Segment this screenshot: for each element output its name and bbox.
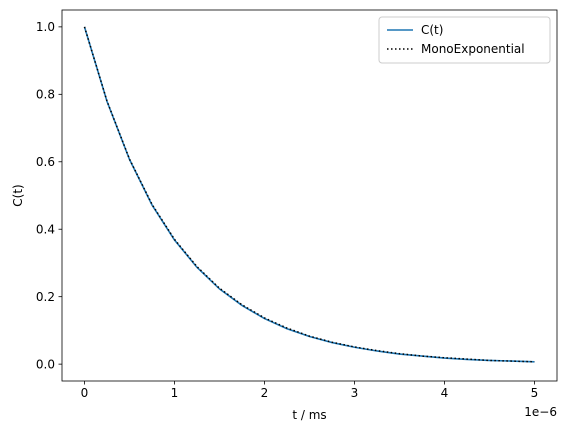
x-axis-label: t / ms	[292, 408, 326, 422]
y-tick-label: 0.4	[36, 222, 55, 236]
x-tick-label: 1	[171, 386, 179, 400]
y-tick-label: 0.0	[36, 357, 55, 371]
y-tick-label: 0.6	[36, 155, 55, 169]
x-tick-label: 3	[351, 386, 359, 400]
y-tick-label: 0.2	[36, 290, 55, 304]
plot-frame	[61, 9, 558, 382]
y-axis: 0.0 0.2 0.4 0.6 0.8 1.0	[36, 20, 62, 371]
legend-box	[378, 16, 551, 64]
y-axis-label: C(t)	[11, 184, 25, 206]
legend: C(t) MonoExponential	[378, 16, 551, 64]
x-tick-label: 0	[81, 386, 89, 400]
y-tick-label: 1.0	[36, 20, 55, 34]
series-line-2	[83, 26, 535, 363]
x-tick-label: 5	[531, 386, 539, 400]
x-tick-label: 4	[441, 386, 449, 400]
x-axis: 0 1 2 3 4 5	[81, 381, 539, 400]
y-tick-label: 0.8	[36, 88, 55, 102]
x-axis-offset-label: 1e−6	[524, 405, 557, 419]
x-tick-label: 2	[261, 386, 269, 400]
series-layer	[83, 26, 535, 363]
legend-label-2: MonoExponential	[421, 42, 525, 56]
legend-label-1: C(t)	[421, 23, 443, 37]
